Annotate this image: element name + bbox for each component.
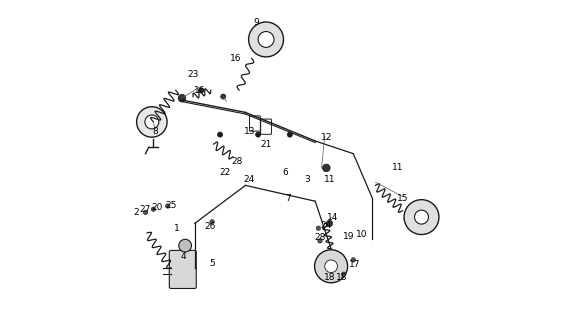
Text: 1: 1: [175, 224, 180, 233]
Circle shape: [258, 32, 274, 47]
Text: 11: 11: [392, 164, 404, 172]
Circle shape: [198, 88, 204, 93]
Text: 26: 26: [205, 222, 216, 231]
Text: 18: 18: [324, 273, 335, 282]
Text: 10: 10: [356, 230, 367, 239]
Circle shape: [318, 239, 322, 243]
Text: 24: 24: [243, 174, 254, 184]
Text: 24: 24: [321, 220, 332, 229]
Text: 5: 5: [209, 259, 215, 268]
Text: 15: 15: [397, 194, 408, 203]
Circle shape: [145, 115, 159, 129]
Text: 13: 13: [244, 127, 256, 136]
Text: 23: 23: [188, 70, 199, 79]
Text: 27: 27: [140, 205, 151, 214]
Text: 14: 14: [327, 212, 338, 222]
Text: 4: 4: [181, 252, 187, 261]
Text: 6: 6: [282, 168, 288, 177]
Circle shape: [341, 272, 346, 276]
Text: 3: 3: [304, 174, 310, 184]
FancyBboxPatch shape: [170, 251, 196, 288]
Text: 8: 8: [152, 127, 158, 136]
Text: 28: 28: [232, 157, 243, 166]
Circle shape: [221, 94, 226, 99]
Circle shape: [287, 132, 293, 137]
Text: 11: 11: [324, 174, 335, 184]
Text: 17: 17: [349, 260, 361, 269]
Text: 16: 16: [194, 86, 205, 95]
Circle shape: [351, 258, 356, 262]
Text: 28: 28: [314, 233, 325, 242]
Circle shape: [404, 200, 439, 235]
Circle shape: [256, 132, 261, 137]
Circle shape: [325, 260, 337, 273]
Text: 18: 18: [336, 273, 348, 282]
Circle shape: [248, 22, 284, 57]
Text: 20: 20: [151, 203, 162, 212]
Circle shape: [137, 107, 167, 137]
Text: 19: 19: [343, 232, 354, 241]
Circle shape: [178, 94, 186, 102]
Circle shape: [179, 239, 192, 252]
Circle shape: [316, 226, 320, 230]
Text: 22: 22: [219, 168, 230, 177]
Text: 2: 2: [133, 208, 139, 217]
Circle shape: [166, 204, 170, 208]
Text: 16: 16: [230, 54, 241, 63]
Text: 25: 25: [165, 202, 176, 211]
Circle shape: [143, 210, 148, 215]
Text: 7: 7: [285, 194, 291, 203]
Text: 9: 9: [253, 18, 260, 27]
Text: 21: 21: [260, 140, 272, 148]
Circle shape: [327, 220, 333, 227]
Circle shape: [315, 250, 348, 283]
Text: 12: 12: [320, 133, 332, 142]
Circle shape: [414, 210, 429, 224]
Circle shape: [151, 207, 156, 212]
Circle shape: [210, 220, 214, 224]
Circle shape: [323, 164, 330, 172]
Circle shape: [218, 132, 223, 137]
